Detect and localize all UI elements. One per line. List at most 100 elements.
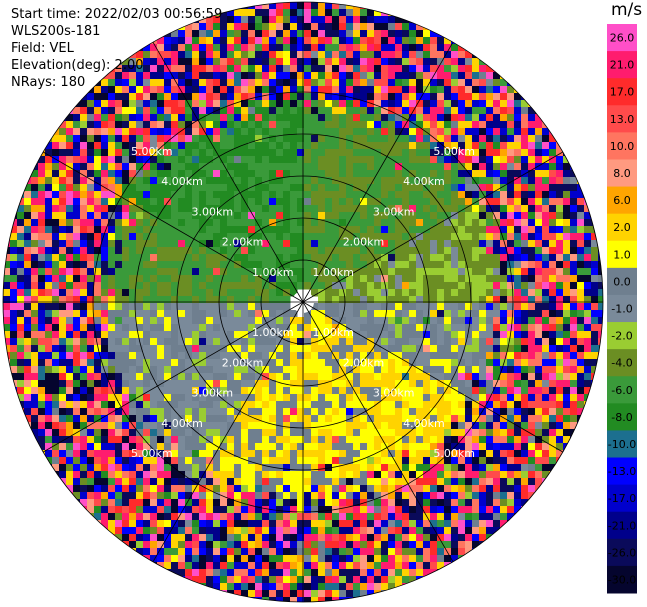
velocity-cell	[535, 310, 543, 318]
velocity-cell	[108, 233, 116, 241]
velocity-cell	[465, 317, 473, 325]
velocity-cell	[381, 51, 389, 59]
velocity-cell	[94, 121, 102, 129]
velocity-cell	[500, 142, 508, 150]
velocity-cell	[304, 394, 312, 402]
velocity-cell	[136, 275, 144, 283]
velocity-cell	[276, 142, 284, 150]
velocity-cell	[31, 226, 39, 234]
velocity-cell	[157, 345, 165, 353]
velocity-cell	[87, 100, 95, 108]
velocity-cell	[528, 142, 536, 150]
velocity-cell	[388, 289, 396, 297]
velocity-cell	[374, 282, 382, 290]
velocity-cell	[493, 72, 501, 80]
velocity-cell	[171, 296, 179, 304]
velocity-cell	[283, 261, 291, 269]
velocity-cell	[311, 310, 319, 318]
velocity-cell	[255, 422, 263, 430]
velocity-cell	[276, 156, 284, 164]
velocity-cell	[598, 331, 603, 339]
velocity-cell	[290, 114, 298, 122]
velocity-cell	[108, 352, 116, 360]
velocity-cell	[556, 247, 564, 255]
velocity-cell	[332, 443, 340, 451]
velocity-cell	[206, 359, 214, 367]
velocity-cell	[416, 282, 424, 290]
velocity-cell	[465, 338, 473, 346]
velocity-cell	[66, 422, 74, 430]
velocity-cell	[171, 191, 179, 199]
velocity-cell	[87, 331, 95, 339]
velocity-cell	[367, 177, 375, 185]
velocity-cell	[115, 366, 123, 374]
velocity-cell	[108, 219, 116, 227]
velocity-cell	[115, 205, 123, 213]
velocity-cell	[255, 359, 263, 367]
velocity-cell	[507, 93, 515, 101]
velocity-cell	[136, 156, 144, 164]
velocity-cell	[493, 338, 501, 346]
velocity-cell	[220, 401, 228, 409]
velocity-cell	[185, 170, 193, 178]
velocity-cell	[206, 331, 214, 339]
velocity-cell	[297, 205, 305, 213]
velocity-cell	[297, 135, 305, 143]
velocity-cell	[367, 352, 375, 360]
velocity-cell	[507, 100, 515, 108]
velocity-cell	[157, 44, 165, 52]
velocity-cell	[493, 289, 501, 297]
velocity-cell	[276, 373, 284, 381]
velocity-cell	[101, 450, 109, 458]
velocity-cell	[409, 303, 417, 311]
velocity-cell	[31, 338, 39, 346]
velocity-cell	[283, 226, 291, 234]
velocity-cell	[430, 240, 438, 248]
velocity-cell	[598, 303, 603, 311]
velocity-cell	[346, 107, 354, 115]
velocity-cell	[318, 254, 326, 262]
velocity-cell	[311, 457, 319, 465]
velocity-cell	[325, 268, 333, 276]
velocity-cell	[290, 163, 298, 171]
velocity-cell	[178, 156, 186, 164]
velocity-cell	[458, 128, 466, 136]
velocity-cell	[108, 156, 116, 164]
velocity-cell	[451, 268, 459, 276]
velocity-cell	[45, 296, 53, 304]
velocity-cell	[437, 121, 445, 129]
velocity-cell	[528, 317, 536, 325]
velocity-cell	[17, 303, 25, 311]
velocity-cell	[486, 65, 494, 73]
velocity-cell	[122, 240, 130, 248]
velocity-cell	[129, 443, 137, 451]
velocity-cell	[297, 275, 305, 283]
velocity-cell	[381, 380, 389, 388]
velocity-cell	[563, 331, 571, 339]
velocity-cell	[514, 261, 522, 269]
velocity-cell	[94, 275, 102, 283]
velocity-cell	[66, 268, 74, 276]
velocity-cell	[87, 436, 95, 444]
velocity-cell	[297, 93, 305, 101]
velocity-cell	[500, 415, 508, 423]
velocity-cell	[269, 338, 277, 346]
velocity-cell	[472, 247, 480, 255]
velocity-cell	[199, 436, 207, 444]
velocity-cell	[213, 254, 221, 262]
velocity-cell	[269, 429, 277, 437]
velocity-cell	[150, 65, 158, 73]
velocity-cell	[325, 212, 333, 220]
velocity-cell	[549, 457, 557, 465]
velocity-cell	[94, 93, 102, 101]
velocity-cell	[318, 142, 326, 150]
velocity-cell	[423, 317, 431, 325]
velocity-cell	[549, 359, 557, 367]
velocity-cell	[409, 184, 417, 192]
velocity-cell	[227, 233, 235, 241]
velocity-cell	[458, 58, 466, 66]
velocity-cell	[220, 282, 228, 290]
velocity-cell	[409, 219, 417, 227]
velocity-cell	[409, 261, 417, 269]
velocity-cell	[192, 198, 200, 206]
